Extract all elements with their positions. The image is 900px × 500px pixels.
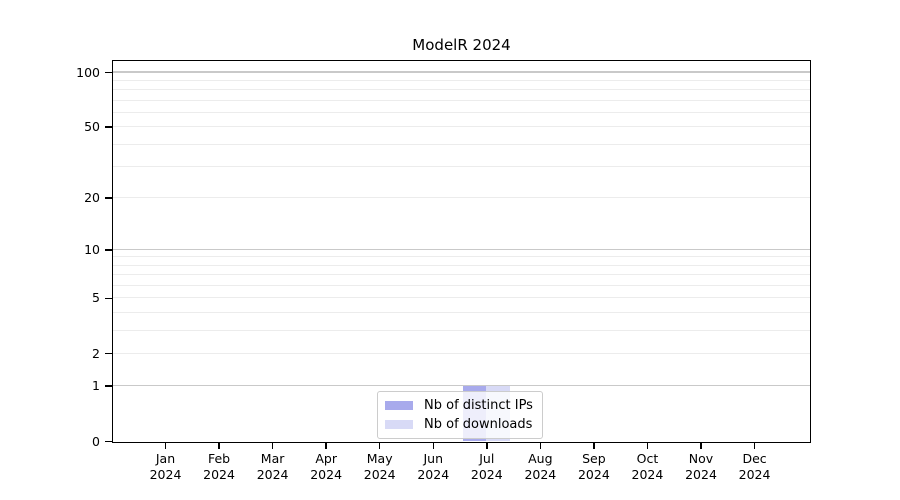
plot-area xyxy=(112,60,811,443)
x-tick-mark xyxy=(164,443,167,449)
x-tick-label: Jul 2024 xyxy=(457,451,517,482)
gridline-minor xyxy=(113,352,810,354)
x-tick-label-month: Oct xyxy=(636,451,659,466)
y-tick-label: 10 xyxy=(84,241,100,257)
x-tick-label-year: 2024 xyxy=(310,466,343,482)
x-tick-mark xyxy=(753,443,756,449)
legend-item: Nb of downloads xyxy=(385,415,533,434)
x-tick-mark xyxy=(646,443,649,449)
x-tick-label-month: Dec xyxy=(742,451,767,466)
x-tick-label-month: Jun xyxy=(423,451,444,466)
legend-item: Nb of distinct IPs xyxy=(385,396,533,415)
gridline-minor xyxy=(113,297,810,299)
x-tick-label-month: Apr xyxy=(315,451,337,466)
gridline-minor xyxy=(113,99,810,101)
x-tick-label-year: 2024 xyxy=(631,466,664,482)
gridline-minor xyxy=(113,197,810,199)
x-tick-label-month: Feb xyxy=(207,451,231,466)
x-tick-mark xyxy=(486,443,488,449)
x-tick-label-year: 2024 xyxy=(363,466,396,482)
x-tick-label: Feb 2024 xyxy=(189,451,249,482)
x-tick-label: May 2024 xyxy=(350,451,410,482)
legend-label: Nb of distinct IPs xyxy=(424,398,533,413)
x-tick-mark xyxy=(593,443,595,449)
chart-title: ModelR 2024 xyxy=(412,36,511,54)
x-tick-label: Nov 2024 xyxy=(671,451,731,482)
gridline-minor xyxy=(113,311,810,313)
y-tick-label: 2 xyxy=(92,345,100,361)
x-tick-label: Jan 2024 xyxy=(136,451,196,482)
gridline-minor xyxy=(113,143,810,145)
x-tick-mark xyxy=(700,443,702,449)
x-tick-label-year: 2024 xyxy=(256,466,289,482)
y-tick-mark xyxy=(105,385,112,387)
x-tick-label: Apr 2024 xyxy=(296,451,356,482)
y-tick-label: 0 xyxy=(92,433,100,449)
gridline-minor xyxy=(113,264,810,266)
gridline-minor xyxy=(113,274,810,276)
gridline-major xyxy=(113,71,810,73)
x-tick-label-year: 2024 xyxy=(685,466,717,482)
x-tick-mark xyxy=(218,443,220,449)
x-tick-mark xyxy=(432,443,434,449)
legend-swatch-nb-of-downloads xyxy=(385,420,413,429)
x-tick-label-year: 2024 xyxy=(577,466,610,482)
x-tick-mark xyxy=(325,443,327,449)
x-tick-mark xyxy=(539,443,542,449)
x-tick-label-year: 2024 xyxy=(417,466,450,482)
x-tick-label: Aug 2024 xyxy=(510,451,570,482)
gridline-minor xyxy=(113,111,810,113)
y-tick-mark xyxy=(105,440,112,443)
x-tick-label-year: 2024 xyxy=(149,466,182,482)
gridline-minor xyxy=(113,284,810,286)
gridline-major xyxy=(113,248,810,250)
gridline-minor xyxy=(113,256,810,258)
y-tick-mark xyxy=(105,71,112,74)
y-tick-mark xyxy=(105,197,112,199)
x-tick-mark xyxy=(378,443,381,449)
gridline-minor xyxy=(113,329,810,331)
y-tick-mark xyxy=(105,126,112,128)
x-tick-label-month: Jan xyxy=(155,451,176,466)
gridline-minor xyxy=(113,126,810,128)
y-tick-mark xyxy=(105,297,112,300)
gridline-major xyxy=(113,384,810,387)
legend: Nb of distinct IPs Nb of downloads xyxy=(377,391,543,439)
gridline-minor xyxy=(113,79,810,81)
x-tick-label-year: 2024 xyxy=(524,466,557,482)
x-tick-label-month: May xyxy=(366,451,393,466)
x-tick-label-year: 2024 xyxy=(203,466,235,482)
gridline-minor xyxy=(113,165,810,167)
legend-swatch-nb-of-distinct-ips xyxy=(385,401,413,410)
x-tick-label-month: Nov xyxy=(688,451,714,466)
x-tick-label: Sep 2024 xyxy=(564,451,624,482)
y-tick-label: 1 xyxy=(92,378,100,394)
x-tick-label: Jun 2024 xyxy=(403,451,463,482)
gridline-minor xyxy=(113,89,810,91)
y-tick-label: 50 xyxy=(84,119,100,135)
y-tick-label: 20 xyxy=(84,190,100,206)
x-tick-label: Oct 2024 xyxy=(617,451,677,482)
y-tick-mark xyxy=(105,249,112,251)
x-tick-label: Mar 2024 xyxy=(243,451,303,482)
y-tick-mark xyxy=(105,352,112,355)
x-tick-label-month: Sep xyxy=(582,451,606,466)
y-tick-label: 5 xyxy=(92,290,100,306)
x-tick-label-year: 2024 xyxy=(738,466,771,482)
x-tick-label-month: Mar xyxy=(260,451,285,466)
legend-label: Nb of downloads xyxy=(424,417,533,432)
x-tick-label: Dec 2024 xyxy=(725,451,785,482)
x-tick-mark xyxy=(271,443,274,449)
x-tick-label-month: Jul xyxy=(479,451,495,466)
x-tick-label-year: 2024 xyxy=(470,466,503,482)
y-tick-label: 100 xyxy=(76,64,100,80)
x-tick-label-month: Aug xyxy=(528,451,553,466)
